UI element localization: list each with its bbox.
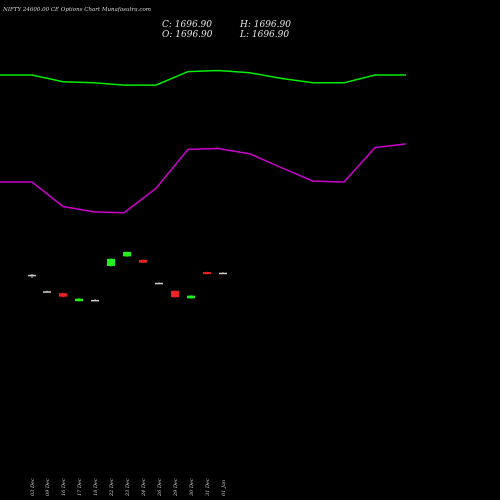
- x-tick-label: 31 Dec: [205, 478, 211, 496]
- candle: [28, 274, 36, 278]
- x-tick-label: 29 Dec: [173, 478, 179, 497]
- candle: [203, 271, 211, 275]
- x-tick-label: 03 Dec: [30, 478, 36, 496]
- x-axis-ticks: 03 Dec 09 Dec 16 Dec 17 Dec 18 Dec 22 Dec 23 D…: [30, 478, 227, 497]
- ohlc-low: L: 1696.90: [239, 30, 289, 40]
- candle-body: [107, 258, 115, 266]
- candle: [75, 298, 83, 302]
- x-tick-label: 09 Dec: [45, 478, 51, 496]
- chart-title: NIFTY 24600.00 CE Options Chart Munafasu…: [2, 7, 151, 13]
- x-tick-label: 30 Dec: [189, 478, 195, 496]
- x-tick-label: 23 Dec: [125, 478, 131, 497]
- candle: [155, 282, 163, 285]
- x-tick-label: 01 Jan: [221, 480, 227, 496]
- candle: [187, 295, 195, 299]
- x-tick-label: 26 Dec: [157, 478, 163, 497]
- ohlc-high: H: 1696.90: [239, 20, 291, 30]
- candle-body: [139, 259, 147, 263]
- candle-body: [75, 298, 83, 302]
- candle: [123, 251, 131, 257]
- candle: [171, 290, 179, 298]
- candle-body: [203, 272, 211, 274]
- upper-indicator-line: [0, 69, 406, 86]
- candle: [43, 290, 51, 293]
- x-tick-label: 17 Dec: [77, 478, 83, 496]
- ohlc-close: C: 1696.90: [162, 20, 212, 30]
- ohlc-open: O: 1696.90: [162, 30, 213, 40]
- candle: [107, 258, 115, 267]
- candle-body: [28, 274, 36, 277]
- candle: [139, 259, 147, 264]
- candle-body: [187, 295, 195, 299]
- x-tick-label: 16 Dec: [61, 478, 67, 496]
- x-tick-label: 18 Dec: [93, 478, 99, 496]
- candle-body: [59, 293, 67, 297]
- candle-body: [219, 272, 227, 275]
- lower-indicator-line: [0, 143, 407, 214]
- x-tick-label: 22 Dec: [109, 478, 115, 497]
- candle-body: [43, 291, 51, 293]
- x-tick-label: 24 Dec: [141, 478, 147, 497]
- candle: [59, 292, 67, 298]
- candle-body: [155, 282, 163, 285]
- candle: [219, 272, 227, 275]
- candle-body: [91, 299, 99, 302]
- candles-group: [28, 251, 227, 302]
- candle: [91, 299, 99, 302]
- candle-body: [123, 251, 131, 257]
- candle-body: [171, 290, 179, 298]
